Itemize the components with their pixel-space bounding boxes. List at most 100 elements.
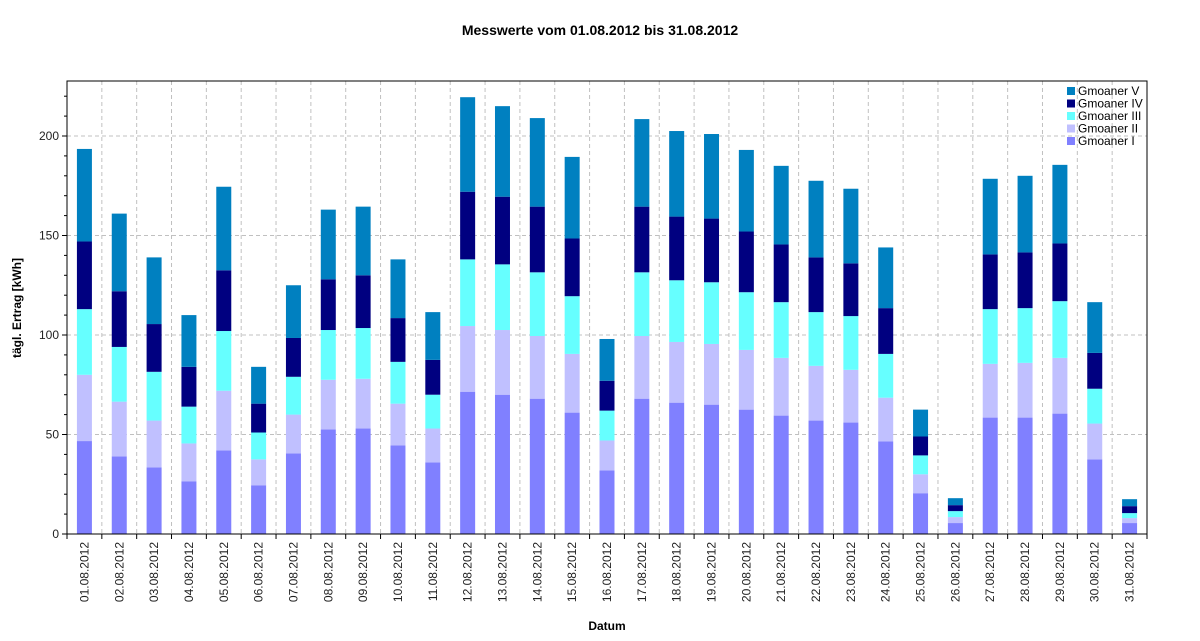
bar-segment (704, 218, 720, 283)
bar-stack (773, 165, 789, 534)
bar-segment (843, 188, 859, 264)
bar-segment (76, 148, 92, 242)
bar-stack (1087, 302, 1103, 534)
bar-segment (982, 417, 998, 534)
bar-segment (1017, 417, 1033, 534)
bar-segment (1052, 164, 1068, 244)
bar-segment (843, 263, 859, 317)
bar-segment (425, 462, 441, 534)
bar-stack (913, 409, 929, 534)
bar-segment (425, 312, 441, 360)
bar-segment (146, 467, 162, 534)
bar-stack (982, 178, 998, 534)
legend-item: Gmoaner V (1067, 84, 1139, 98)
bar-segment (599, 470, 615, 534)
bar-segment (390, 259, 406, 319)
bar-segment (146, 371, 162, 421)
bar-stack (529, 118, 545, 534)
bar-segment (669, 280, 685, 342)
bar-stack (808, 180, 824, 534)
bar-segment (181, 366, 197, 407)
bar-stack (216, 186, 232, 534)
bar-segment (843, 316, 859, 370)
bar-segment (529, 118, 545, 207)
bar-stack (1052, 164, 1068, 534)
bar-segment (355, 275, 371, 329)
bar-segment (1087, 302, 1103, 353)
bar-segment (494, 106, 510, 197)
bar-segment (285, 414, 301, 454)
bar-segment (390, 445, 406, 534)
bar-segment (947, 517, 963, 524)
x-tick-label: 16.08.2012 (600, 542, 614, 602)
x-tick-label: 06.08.2012 (252, 542, 266, 602)
bar-stack (494, 106, 510, 534)
bar-segment (390, 403, 406, 446)
bar-segment (913, 409, 929, 437)
x-tick-label: 11.08.2012 (426, 542, 440, 601)
y-axis-title: tägl. Ertrag [kWh] (10, 258, 24, 358)
bar-segment (564, 353, 580, 413)
bar-stack (669, 131, 685, 534)
bar-segment (843, 422, 859, 534)
bar-segment (913, 436, 929, 456)
bar-segment (808, 180, 824, 258)
bar-segment (738, 349, 754, 410)
legend-label: Gmoaner IV (1078, 97, 1143, 111)
bar-segment (76, 241, 92, 310)
bar-segment (947, 511, 963, 518)
legend-swatch-icon (1067, 137, 1075, 145)
chart-title: Messwerte vom 01.08.2012 bis 31.08.2012 (461, 22, 739, 38)
bar-segment (1122, 513, 1138, 519)
x-tick-label: 12.08.2012 (461, 542, 475, 602)
bar-segment (1087, 423, 1103, 460)
bar-stack (111, 213, 127, 534)
legend-label: Gmoaner II (1078, 122, 1138, 136)
bar-segment (599, 410, 615, 441)
x-tick-label: 19.08.2012 (705, 542, 719, 602)
bar-series (76, 97, 1138, 534)
bar-segment (913, 474, 929, 494)
x-tick-label: 27.08.2012 (983, 542, 997, 602)
bar-segment (634, 335, 650, 399)
bar-segment (320, 429, 336, 534)
bar-segment (460, 191, 476, 260)
x-tick-label: 21.08.2012 (774, 542, 788, 602)
bar-segment (808, 420, 824, 534)
bar-segment (599, 380, 615, 411)
bar-segment (216, 186, 232, 271)
bar-segment (738, 149, 754, 232)
bar-segment (216, 270, 232, 332)
bar-segment (564, 238, 580, 297)
bar-segment (1052, 301, 1068, 358)
bar-stack (425, 312, 441, 534)
y-tick-label: 150 (39, 229, 59, 243)
bar-segment (76, 374, 92, 442)
bar-stack (355, 206, 371, 534)
x-tick-label: 07.08.2012 (286, 542, 300, 602)
bar-segment (669, 131, 685, 217)
bar-segment (913, 493, 929, 534)
bar-segment (111, 291, 127, 347)
bar-segment (320, 209, 336, 280)
bar-segment (878, 441, 894, 534)
legend-swatch-icon (1067, 87, 1075, 95)
bar-segment (808, 365, 824, 421)
bar-segment (808, 312, 824, 366)
bar-segment (982, 363, 998, 418)
bar-segment (111, 401, 127, 457)
legend-item: Gmoaner IV (1067, 97, 1143, 111)
bar-stack (251, 366, 267, 534)
legend-item: Gmoaner I (1067, 134, 1135, 148)
bar-segment (216, 450, 232, 534)
bar-segment (251, 459, 267, 486)
bar-segment (913, 455, 929, 475)
bar-segment (1017, 362, 1033, 418)
bar-segment (634, 398, 650, 534)
bar-segment (947, 498, 963, 506)
bar-stack (146, 257, 162, 534)
x-tick-label: 02.08.2012 (112, 542, 126, 602)
bar-segment (738, 231, 754, 293)
bar-segment (285, 285, 301, 338)
bar-segment (669, 402, 685, 534)
